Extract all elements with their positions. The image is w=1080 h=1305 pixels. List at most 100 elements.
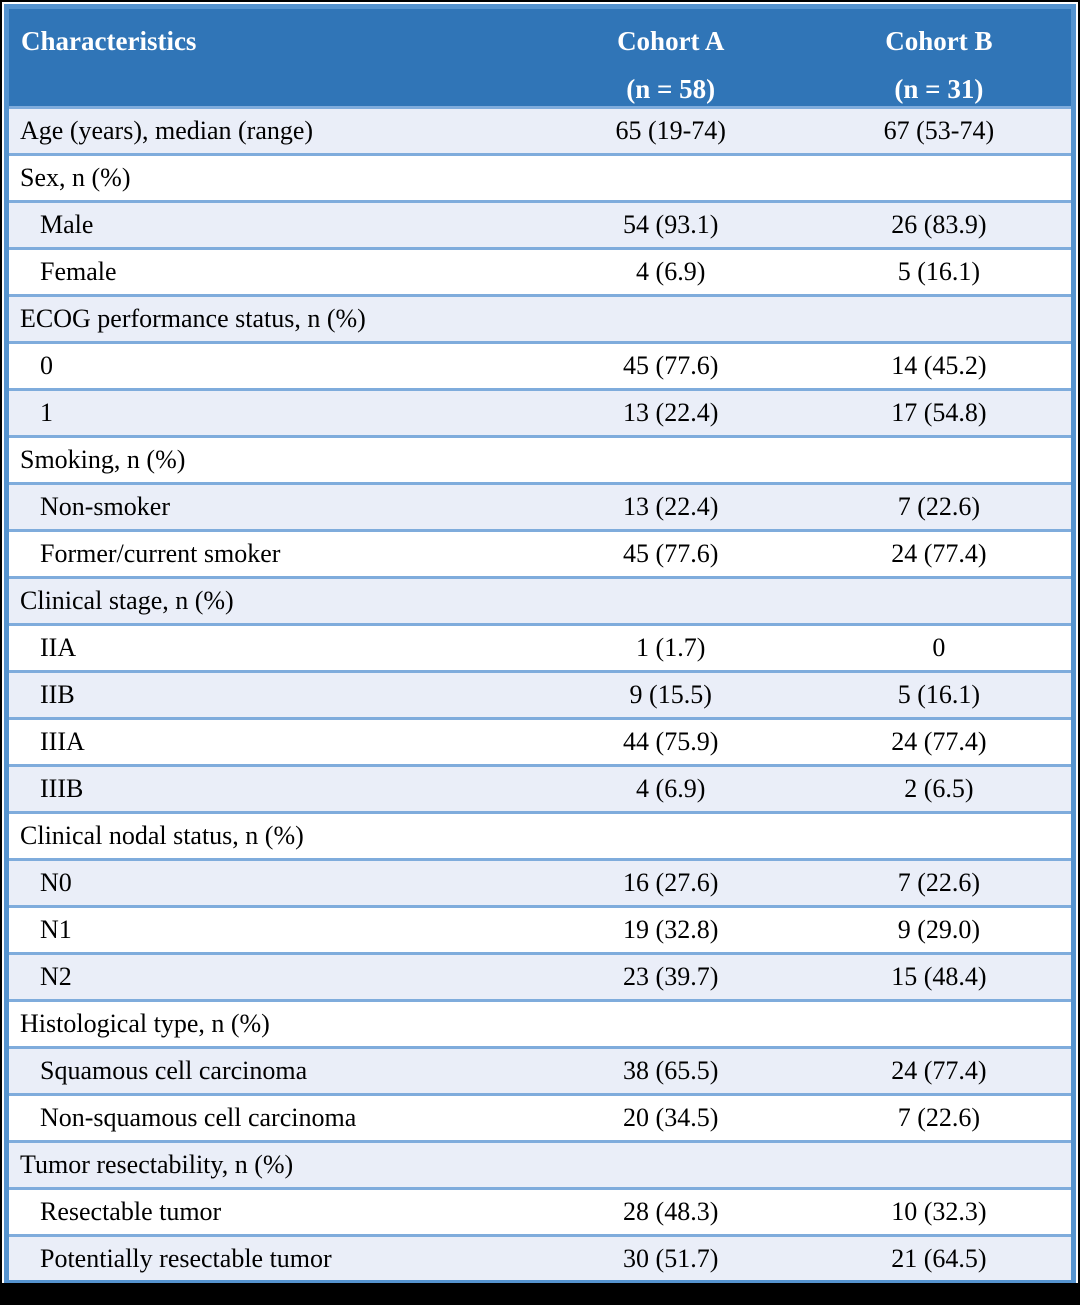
cohort-a-value: [534, 435, 807, 484]
header-row: Characteristics Cohort A (n = 58) Cohort…: [6, 6, 1074, 109]
characteristic-label: Former/current smoker: [6, 529, 535, 578]
cohort-a-value: 13 (22.4): [534, 482, 807, 531]
cohort-a-value: 9 (15.5): [534, 670, 807, 719]
cohort-b-value: 67 (53-74): [883, 116, 995, 145]
column-header-characteristics: Characteristics: [6, 6, 535, 109]
column-header-characteristics-label: Characteristics: [21, 26, 197, 56]
table-row: N2 23 (39.7) 15 (48.4): [6, 952, 1074, 1001]
cohort-a-sample-size: (n = 58): [626, 74, 716, 104]
table-row: IIB 9 (15.5) 5 (16.1): [6, 670, 1074, 719]
cohort-b-value: [806, 294, 1074, 343]
cohort-a-value: 16 (27.6): [534, 858, 807, 907]
column-header-cohort-a: Cohort A (n = 58): [534, 6, 807, 109]
table-row: Clinical stage, n (%): [6, 576, 1074, 625]
cohort-a-value: 13 (22.4): [534, 388, 807, 437]
table-row: ECOG performance status, n (%): [6, 294, 1074, 343]
table-row: Clinical nodal status, n (%): [6, 811, 1074, 860]
table-body: Age (years), median (range) 65 (19-74) 67 …: [6, 107, 1074, 1283]
cohort-b-value: 5 (16.1): [806, 247, 1074, 296]
characteristic-label: N1: [6, 905, 535, 954]
table-row: IIIA 44 (75.9) 24 (77.4): [6, 717, 1074, 766]
cohort-b-value: [806, 811, 1074, 860]
cohort-b-value: 24 (77.4): [806, 529, 1074, 578]
cohort-a-value: 30 (51.7): [534, 1234, 807, 1283]
cohort-a-value: 20 (34.5): [534, 1093, 807, 1142]
characteristic-label: IIIA: [6, 717, 535, 766]
cohort-a-value: 23 (39.7): [534, 952, 807, 1001]
table-row: Histological type, n (%): [6, 999, 1074, 1048]
characteristic-label: Histological type, n (%): [6, 999, 535, 1048]
characteristic-label: 0: [6, 341, 535, 390]
cohort-a-value: [534, 811, 807, 860]
characteristic-label: Non-smoker: [6, 482, 535, 531]
cohort-b-value: [806, 1140, 1074, 1189]
cohort-a-value: [534, 576, 807, 625]
cohort-b-value: 17 (54.8): [806, 388, 1074, 437]
cohort-a-value: 54 (93.1): [534, 200, 807, 249]
characteristic-label: N2: [6, 952, 535, 1001]
cohort-a-value: 28 (48.3): [534, 1187, 807, 1236]
cohort-a-value: 19 (32.8): [534, 905, 807, 954]
characteristic-label: Potentially resectable tumor: [6, 1234, 535, 1283]
characteristic-label: Male: [6, 200, 535, 249]
patient-characteristics-table: Characteristics Cohort A (n = 58) Cohort…: [4, 4, 1076, 1285]
characteristic-label: Tumor resectability, n (%): [6, 1140, 535, 1189]
table-row: 1 13 (22.4) 17 (54.8): [6, 388, 1074, 437]
cohort-b-value: 15 (48.4): [806, 952, 1074, 1001]
table-row: Non-squamous cell carcinoma 20 (34.5) 7 (2…: [6, 1093, 1074, 1142]
cohort-a-value: 65 (19-74): [615, 116, 726, 145]
cohort-a-value: 45 (77.6): [534, 529, 807, 578]
cohort-a-value: 44 (75.9): [534, 717, 807, 766]
cohort-b-value: 7 (22.6): [806, 1093, 1074, 1142]
characteristic-label: Clinical nodal status, n (%): [6, 811, 535, 860]
cohort-b-value: 9 (29.0): [806, 905, 1074, 954]
characteristic-label: Sex, n (%): [6, 153, 535, 202]
characteristic-label: IIIB: [6, 764, 535, 813]
cohort-b-value: 24 (77.4): [806, 717, 1074, 766]
cohort-b-value: 26 (83.9): [806, 200, 1074, 249]
characteristic-label: ECOG performance status, n (%): [6, 294, 535, 343]
cohort-a-value: 1 (1.7): [534, 623, 807, 672]
cohort-b-title: Cohort B: [885, 26, 993, 56]
bottom-black-bar: [0, 1283, 1080, 1305]
characteristic-label: N0: [6, 858, 535, 907]
cohort-a-value: 4 (6.9): [534, 764, 807, 813]
cohort-b-value: 5 (16.1): [806, 670, 1074, 719]
cohort-b-value: [806, 999, 1074, 1048]
cohort-b-value: 14 (45.2): [806, 341, 1074, 390]
table-row: 0 45 (77.6) 14 (45.2): [6, 341, 1074, 390]
cohort-b-sample-size: (n = 31): [894, 74, 984, 104]
table-row: Tumor resectability, n (%): [6, 1140, 1074, 1189]
characteristic-label: Non-squamous cell carcinoma: [6, 1093, 535, 1142]
cohort-b-value: [806, 576, 1074, 625]
cohort-b-value: 21 (64.5): [806, 1234, 1074, 1283]
cohort-b-value: 24 (77.4): [806, 1046, 1074, 1095]
table-row: Former/current smoker 45 (77.6) 24 (77.4): [6, 529, 1074, 578]
characteristic-label: Squamous cell carcinoma: [6, 1046, 535, 1095]
table-header: Characteristics Cohort A (n = 58) Cohort…: [6, 6, 1074, 109]
table-row: Smoking, n (%): [6, 435, 1074, 484]
table-row: Age (years), median (range) 65 (19-74) 67 …: [6, 107, 1074, 155]
cohort-b-value: [806, 153, 1074, 202]
table-row: IIA 1 (1.7) 0: [6, 623, 1074, 672]
cohort-b-value: 7 (22.6): [806, 858, 1074, 907]
cohort-a-value: [534, 1140, 807, 1189]
characteristic-label: IIA: [6, 623, 535, 672]
cohort-b-value: 0: [806, 623, 1074, 672]
characteristic-label: Female: [6, 247, 535, 296]
cohort-a-value: [534, 153, 807, 202]
characteristic-label: Resectable tumor: [6, 1187, 535, 1236]
characteristic-label: IIB: [6, 670, 535, 719]
table-row: Resectable tumor 28 (48.3) 10 (32.3): [6, 1187, 1074, 1236]
column-header-cohort-b: Cohort B (n = 31): [806, 6, 1074, 109]
characteristic-label: Clinical stage, n (%): [6, 576, 535, 625]
cohort-b-value: 7 (22.6): [806, 482, 1074, 531]
cohort-b-value: [806, 435, 1074, 484]
table-row: Squamous cell carcinoma 38 (65.5) 24 (77.4…: [6, 1046, 1074, 1095]
table-row: N1 19 (32.8) 9 (29.0): [6, 905, 1074, 954]
cohort-b-value: 2 (6.5): [806, 764, 1074, 813]
table-row: Potentially resectable tumor 30 (51.7) 21 …: [6, 1234, 1074, 1283]
cohort-a-value: 45 (77.6): [534, 341, 807, 390]
table-row: Male 54 (93.1) 26 (83.9): [6, 200, 1074, 249]
table-row: N0 16 (27.6) 7 (22.6): [6, 858, 1074, 907]
